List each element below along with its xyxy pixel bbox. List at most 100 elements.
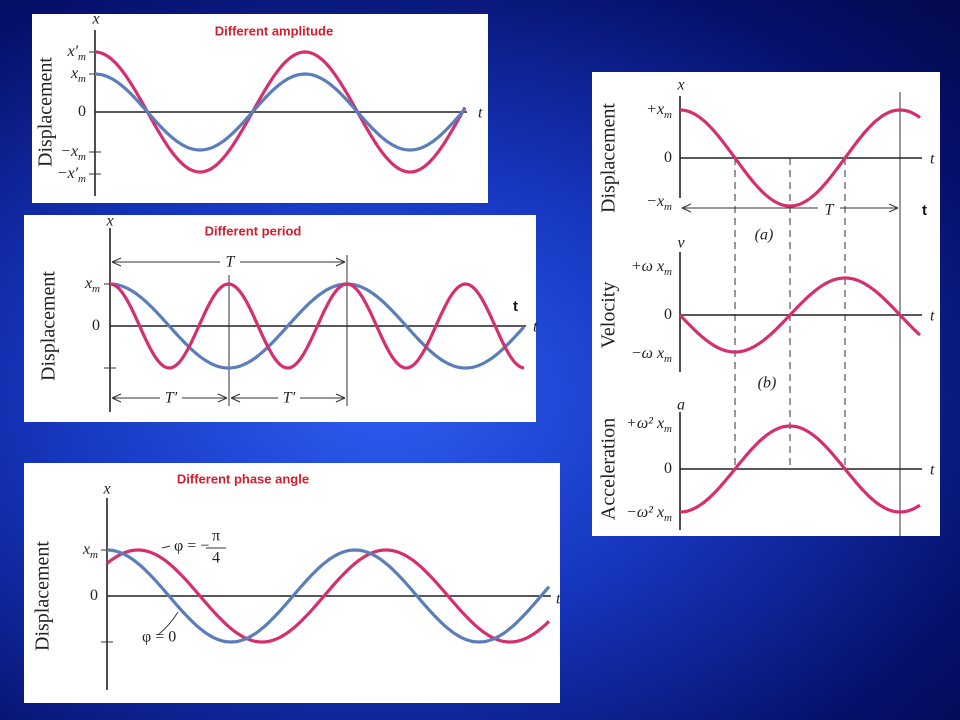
wave <box>679 424 921 514</box>
phase-label: φ = 0 <box>142 629 176 646</box>
caption: (b) <box>758 375 777 392</box>
axis-label: Velocity <box>598 282 620 349</box>
subscript: m <box>664 353 672 365</box>
tick-label: xm <box>84 275 100 295</box>
tick-label: 0 <box>92 317 100 334</box>
annotation: t <box>922 202 927 219</box>
tick-label: 0 <box>78 103 86 120</box>
wave <box>109 282 526 370</box>
axis-name: a <box>677 397 685 414</box>
label-bg <box>220 252 240 272</box>
axis-name: t <box>930 151 935 168</box>
axis-label: Displacement <box>32 541 54 651</box>
label-text: 0 <box>78 103 86 120</box>
phase-label: π <box>212 528 220 545</box>
label-text: +ω² x <box>626 415 664 432</box>
tick-label: +xm <box>646 101 672 121</box>
axis-name: t <box>478 105 483 122</box>
subscript: m <box>78 73 86 85</box>
panel-title: Different phase angle <box>177 471 309 486</box>
tick-label: −x′m <box>57 165 86 185</box>
subscript: m <box>78 151 86 163</box>
label-text: 0 <box>90 587 98 604</box>
arrow <box>681 203 899 213</box>
wave <box>106 548 551 644</box>
wave <box>106 548 551 644</box>
axis-name: x <box>676 77 684 94</box>
label-text: 0 <box>664 306 672 323</box>
tick-label: x′m <box>66 43 86 63</box>
annotation: t <box>513 298 518 315</box>
label-text: −x <box>646 193 664 210</box>
period-label: T′ <box>165 390 178 407</box>
label-text: 0 <box>664 460 672 477</box>
label-text: x <box>82 541 90 558</box>
panel <box>592 72 940 536</box>
subscript: m <box>664 109 672 121</box>
phase-label: 4 <box>212 550 220 567</box>
wave <box>94 72 467 152</box>
tick-label: −xm <box>646 193 672 213</box>
tick-label: −ω² xm <box>626 504 672 524</box>
label-text: x <box>84 275 92 292</box>
tick-label: 0 <box>90 587 98 604</box>
leader <box>157 545 179 636</box>
subscript: m <box>664 423 672 435</box>
subscript: m <box>92 283 100 295</box>
subscript: m <box>78 51 86 63</box>
panel-title: Different amplitude <box>215 23 333 38</box>
tick-label: −ω xm <box>631 345 672 365</box>
label-text: x′ <box>66 43 78 60</box>
axis-name: t <box>556 591 561 608</box>
label-text: +ω x <box>631 258 664 275</box>
axis-name: v <box>677 235 685 252</box>
panel-title: Different period <box>205 223 302 238</box>
axis-name: x <box>105 213 113 230</box>
tick-label: +ω xm <box>631 258 672 278</box>
period-label: T <box>226 254 236 271</box>
axis-name: t <box>930 308 935 325</box>
wave <box>679 108 921 208</box>
axis-label: Displacement <box>38 271 60 381</box>
tick-label: 0 <box>664 460 672 477</box>
tick-label: 0 <box>664 149 672 166</box>
tick-label: xm <box>70 65 86 85</box>
tick-label: 0 <box>664 306 672 323</box>
axis-label: Displacement <box>35 57 57 167</box>
label-bg <box>278 388 300 408</box>
label-text: 0 <box>92 317 100 334</box>
subscript: m <box>664 201 672 213</box>
axis-name: x <box>102 481 110 498</box>
subscript: m <box>78 173 86 185</box>
axis-label: Acceleration <box>598 418 620 520</box>
axis-name: x <box>91 11 99 28</box>
label-text: −ω² x <box>626 504 664 521</box>
panel <box>24 463 560 703</box>
label-text: x <box>70 65 78 82</box>
subscript: m <box>664 266 672 278</box>
label-text: +x <box>646 101 664 118</box>
wave <box>678 276 922 354</box>
period-label: T′ <box>283 390 296 407</box>
label-text: −ω x <box>631 345 664 362</box>
label-bg <box>818 200 840 218</box>
tick-label: +ω² xm <box>626 415 672 435</box>
subscript: m <box>90 549 98 561</box>
axis-name: t <box>930 462 935 479</box>
phase-label: φ = − <box>174 538 209 555</box>
axis-name: t <box>533 319 538 336</box>
label-text: −x′ <box>57 165 79 182</box>
label-bg <box>160 388 182 408</box>
panel <box>32 14 488 203</box>
label-text: 0 <box>664 149 672 166</box>
subscript: m <box>664 512 672 524</box>
tick-label: xm <box>82 541 98 561</box>
label-text: −x <box>60 143 78 160</box>
tick-label: −xm <box>60 143 86 163</box>
caption: (a) <box>755 227 774 244</box>
wave <box>94 50 467 174</box>
period-label: T <box>825 202 835 219</box>
wave <box>109 282 525 370</box>
